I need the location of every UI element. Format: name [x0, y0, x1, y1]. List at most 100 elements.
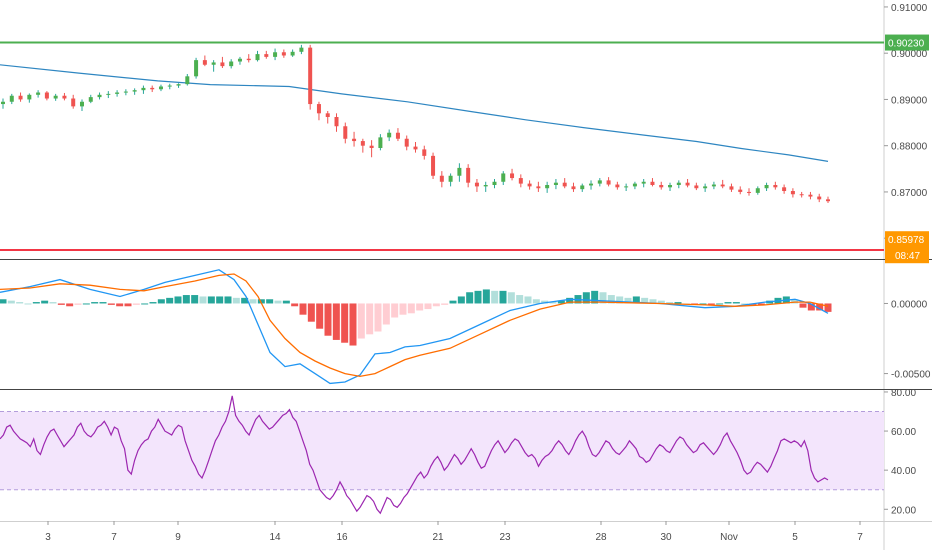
macd-histogram-bar: [174, 296, 182, 304]
candle-body: [44, 92, 49, 99]
macd-histogram-bar: [824, 303, 832, 312]
macd-histogram-bar: [457, 296, 465, 304]
candle-body: [553, 182, 558, 185]
price-tick-label: 0.91000: [891, 3, 928, 14]
macd-histogram-bar: [357, 303, 365, 339]
macd-histogram-bar: [124, 303, 132, 307]
macd-histogram-bar: [466, 292, 474, 304]
candle-body: [632, 183, 637, 187]
rsi-line: [0, 395, 829, 515]
macd-histogram-bar: [166, 297, 174, 304]
macd-histogram-bar: [332, 303, 340, 340]
candle-body: [290, 51, 295, 56]
time-tick-label: 23: [499, 532, 511, 543]
rsi-tick-label: 80.00: [891, 388, 916, 399]
candle-body: [659, 185, 664, 188]
macd-histogram-bar: [582, 292, 590, 304]
candle-body: [764, 185, 769, 189]
macd-histogram-bar: [474, 290, 482, 304]
candle-body: [562, 182, 567, 187]
macd-histogram-bar: [191, 295, 199, 304]
last-price-label: 0.85978: [888, 235, 925, 246]
macd-histogram-bar: [741, 303, 749, 305]
macd-histogram-bar: [0, 299, 7, 304]
macd-histogram-bar: [41, 300, 49, 304]
candle-body: [413, 146, 418, 150]
macd-histogram-bar: [649, 299, 657, 304]
candle-body: [518, 178, 523, 184]
candle-body: [606, 180, 611, 185]
candle-body: [545, 185, 550, 189]
macd-histogram-bar: [707, 303, 715, 305]
macd-histogram-bar: [724, 302, 732, 304]
candle-body: [246, 58, 251, 61]
macd-histogram-bar: [424, 303, 432, 310]
macd-histogram-bar: [566, 297, 574, 304]
candle-body: [202, 60, 207, 65]
macd-histogram-bar: [524, 296, 532, 304]
macd-histogram-bar: [366, 303, 374, 335]
time-tick-label: 7: [111, 532, 117, 543]
candle-body: [668, 185, 673, 188]
time-tick-label: 7: [857, 532, 863, 543]
level-price-badge: [885, 34, 929, 51]
candle-body: [703, 186, 708, 189]
candle-body: [88, 97, 93, 102]
candle-body: [79, 101, 84, 107]
macd-histogram-bar: [232, 297, 240, 304]
macd-histogram-bar: [449, 300, 457, 304]
candle-body: [694, 185, 699, 189]
macd-histogram-bar: [657, 300, 665, 304]
candle-body: [378, 137, 383, 148]
candle-body: [53, 95, 58, 99]
price-tick-label: 0.90000: [891, 49, 928, 60]
macd-histogram-bar: [699, 303, 707, 305]
macd-histogram-bar: [241, 297, 249, 304]
macd-histogram-bar: [299, 303, 307, 315]
candle-body: [510, 173, 515, 179]
candle-body: [27, 94, 32, 100]
macd-histogram-bar: [182, 295, 190, 304]
macd-histogram-bar: [141, 303, 149, 305]
candle-body: [641, 181, 646, 184]
macd-histogram-bar: [374, 303, 382, 332]
candle-body: [237, 58, 242, 62]
candle-body: [720, 184, 725, 187]
candle-body: [799, 194, 804, 196]
candle-body: [220, 62, 225, 67]
macd-histogram-bar: [532, 299, 540, 304]
candle-body: [264, 54, 269, 57]
macd-histogram-bar: [99, 302, 107, 304]
candle-body: [790, 191, 795, 195]
macd-histogram-bar: [557, 300, 565, 304]
macd-histogram-bar: [274, 300, 282, 304]
candle-body: [273, 52, 278, 57]
candle-body: [624, 186, 629, 188]
macd-signal-line: [0, 273, 829, 378]
macd-histogram-bar: [391, 303, 399, 318]
candle-body: [255, 54, 260, 61]
candle-body: [615, 184, 620, 188]
candle-body: [685, 182, 690, 186]
macd-histogram-bar: [349, 303, 357, 346]
macd-histogram-bar: [82, 303, 90, 305]
macd-histogram-bar: [616, 296, 624, 304]
time-tick-label: 30: [660, 532, 672, 543]
candle-body: [738, 189, 743, 192]
candle-body: [325, 113, 330, 118]
macd-histogram-bar: [149, 302, 157, 304]
candle-body: [308, 47, 313, 105]
candle-body: [527, 183, 532, 187]
candle-body: [501, 173, 506, 182]
macd-histogram-bar: [257, 299, 265, 304]
candle-body: [826, 199, 830, 202]
candle-body: [1, 101, 5, 105]
macd-histogram-bar: [632, 296, 640, 304]
time-tick-label: 9: [175, 532, 181, 543]
candle-body: [483, 185, 488, 187]
candle-body: [571, 186, 576, 190]
macd-histogram-bar: [432, 303, 440, 307]
macd-histogram-bar: [249, 299, 257, 304]
